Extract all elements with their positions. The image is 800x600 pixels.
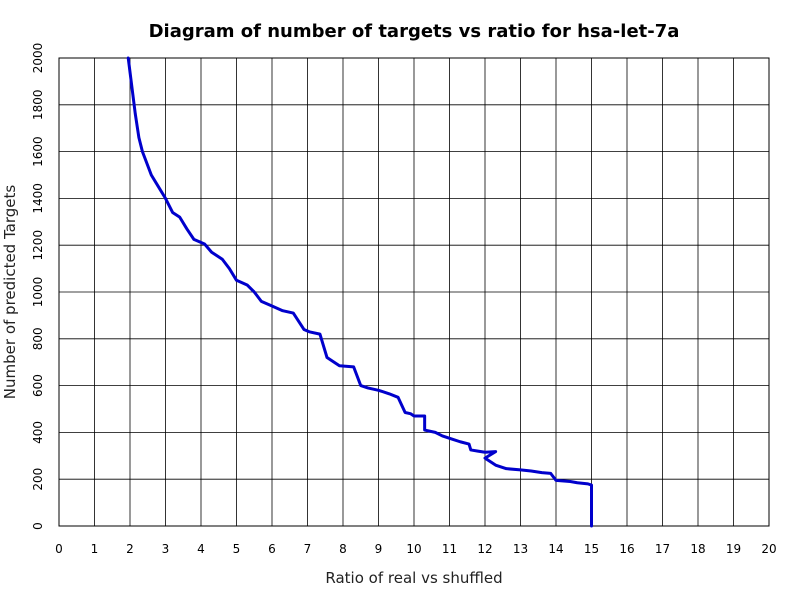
x-tick-label: 20 [761,542,776,556]
x-tick-label: 8 [339,542,347,556]
y-tick-label: 600 [31,374,45,397]
x-tick-label: 18 [690,542,705,556]
x-tick-label: 10 [406,542,421,556]
grid [58,57,770,527]
y-tick-label: 2000 [31,43,45,74]
x-tick-label: 2 [126,542,134,556]
x-axis-label: Ratio of real vs shuffled [325,569,502,587]
y-tick-label: 0 [31,522,45,530]
x-tick-label: 5 [233,542,241,556]
x-tick-label: 15 [584,542,599,556]
y-tick-labels: 0 200 400 600 800 1000 1200 1400 1600 1800 2000 [31,43,45,530]
y-tick-label: 1200 [31,230,45,261]
x-tick-label: 4 [197,542,205,556]
x-tick-label: 14 [548,542,563,556]
y-tick-label: 1400 [31,183,45,214]
x-tick-label: 3 [162,542,170,556]
y-tick-label: 400 [31,421,45,444]
plot-frame [58,57,770,527]
x-tick-labels: 0 1 2 3 4 5 6 7 8 9 10 11 12 13 14 15 16 17 18 19 20 [55,542,776,556]
x-tick-label: 7 [304,542,312,556]
x-tick-label: 12 [477,542,492,556]
y-tick-label: 800 [31,327,45,350]
y-axis-label: Number of predicted Targets [1,185,19,400]
y-tick-label: 1600 [31,136,45,167]
x-tick-label: 1 [91,542,99,556]
x-tick-label: 19 [726,542,741,556]
y-tick-label: 1800 [31,90,45,121]
x-tick-label: 17 [655,542,670,556]
x-tick-label: 11 [442,542,457,556]
x-tick-label: 9 [375,542,383,556]
x-tick-label: 0 [55,542,63,556]
y-tick-label: 200 [31,468,45,491]
y-tick-label: 1000 [31,277,45,308]
x-tick-label: 6 [268,542,276,556]
chart-title: Diagram of number of targets vs ratio fo… [149,21,680,42]
x-tick-label: 13 [513,542,528,556]
series-line [126,56,593,528]
x-tick-label: 16 [619,542,634,556]
